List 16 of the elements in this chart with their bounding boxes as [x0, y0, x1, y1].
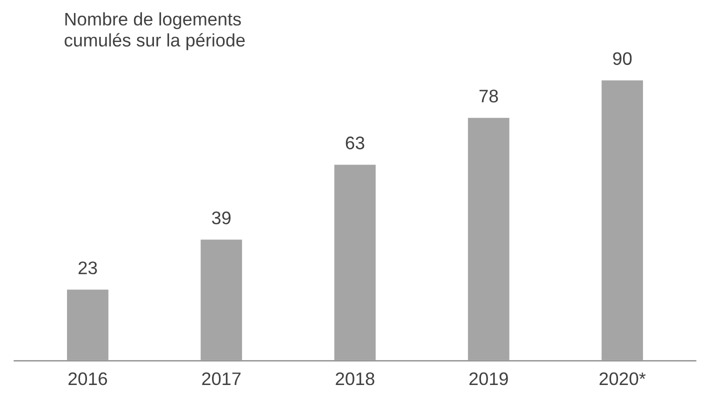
bar	[600, 78, 644, 361]
x-tick-label: 2020*	[600, 372, 646, 386]
x-tick-label: 2017	[202, 372, 241, 386]
data-label: 39	[212, 212, 231, 224]
data-label: 90	[613, 52, 632, 65]
x-tick-label: 2019	[469, 372, 508, 386]
data-label: 78	[480, 90, 498, 102]
x-tick-label: 2018	[336, 372, 374, 386]
bar	[199, 238, 244, 361]
bar	[466, 116, 511, 361]
bar	[66, 288, 110, 361]
chart-title: Nombre de logements cumulés sur la période	[64, 12, 245, 50]
data-label: 63	[346, 136, 364, 150]
x-tick-label: 2016	[68, 372, 107, 386]
data-label: 23	[78, 261, 97, 274]
bar	[332, 163, 378, 361]
